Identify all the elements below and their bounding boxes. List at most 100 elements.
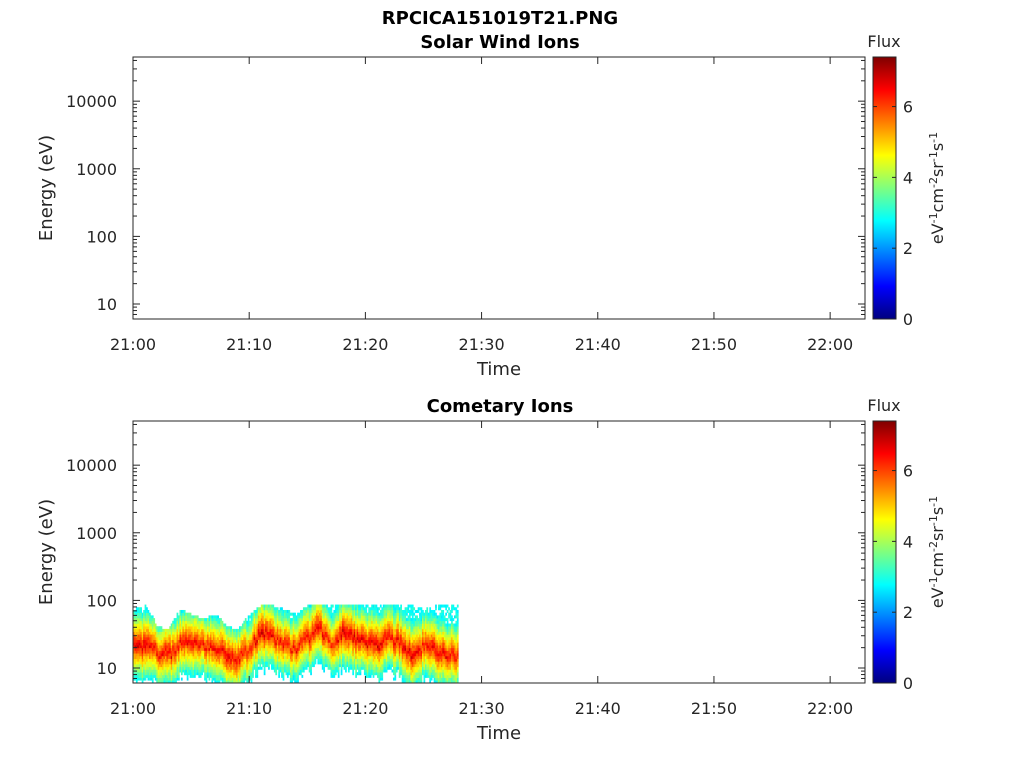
spectrogram-cell <box>243 631 246 635</box>
spectrogram-cell <box>151 677 154 681</box>
spectrogram-cell <box>138 639 141 643</box>
spectrogram-cell <box>137 626 140 630</box>
spectrogram-cell <box>385 645 388 649</box>
spectrogram-cell <box>236 666 238 670</box>
spectrogram-cell <box>292 626 295 630</box>
spectrogram-cell <box>307 658 310 662</box>
spectrogram-cell <box>135 612 138 616</box>
spectrogram-cell <box>329 607 331 611</box>
spectrogram-cell <box>298 626 301 630</box>
spectrogram-cell <box>147 666 150 670</box>
spectrogram-cell <box>227 674 230 678</box>
spectrogram-cell <box>265 661 267 665</box>
spectrogram-cell <box>289 634 292 638</box>
spectrogram-cell <box>313 664 315 668</box>
spectrogram-cell <box>422 642 424 646</box>
spectrogram-cell <box>212 672 215 676</box>
spectrogram-cell <box>302 615 305 619</box>
spectrogram-cell <box>133 645 135 649</box>
spectrogram-cell <box>350 612 353 616</box>
spectrogram-cell <box>369 612 372 616</box>
spectrogram-cell <box>340 642 343 646</box>
spectrogram-cell <box>253 661 256 665</box>
spectrogram-cell <box>212 631 215 635</box>
spectrogram-cell <box>407 680 410 684</box>
spectrogram-cell <box>140 674 143 678</box>
spectrogram-cell <box>347 642 350 646</box>
spectrogram-cell <box>154 661 157 665</box>
spectrogram-cell <box>365 655 368 659</box>
spectrogram-cell <box>234 669 237 673</box>
spectrogram-cell <box>180 623 183 627</box>
spectrogram-cell <box>331 615 334 619</box>
spectrogram-cell <box>321 664 324 668</box>
spectrogram-cell <box>255 637 257 641</box>
spectrogram-cell <box>134 647 137 651</box>
spectrogram-cell <box>345 628 347 632</box>
spectrogram-cell <box>186 661 189 665</box>
spectrogram-cell <box>330 637 333 641</box>
spectrogram-cell <box>209 626 212 630</box>
spectrogram-cell <box>419 607 421 611</box>
spectrogram-cell <box>316 639 318 643</box>
spectrogram-cell <box>404 655 407 659</box>
spectrogram-cell <box>392 626 395 630</box>
spectrogram-cell <box>153 661 156 665</box>
spectrogram-cell <box>185 672 188 676</box>
spectrogram-cell <box>220 674 222 678</box>
spectrogram-cell <box>209 620 212 624</box>
spectrogram-cell <box>285 666 288 670</box>
spectrogram-cell <box>404 637 407 641</box>
spectrogram-cell <box>417 642 420 646</box>
spectrogram-cell <box>204 661 206 665</box>
spectrogram-cell <box>355 628 357 632</box>
spectrogram-cell <box>404 674 407 678</box>
spectrogram-cell <box>224 658 227 662</box>
spectrogram-cell <box>231 642 234 646</box>
spectrogram-cell <box>318 642 321 646</box>
spectrogram-cell <box>406 620 408 624</box>
spectrogram-cell <box>316 620 318 624</box>
spectrogram-cell <box>186 647 189 651</box>
spectrogram-cell <box>252 664 254 668</box>
spectrogram-cell <box>134 653 137 657</box>
spectrogram-cell <box>316 637 318 641</box>
spectrogram-cell <box>311 650 314 654</box>
spectrogram-cell <box>301 628 304 632</box>
spectrogram-cell <box>382 664 385 668</box>
spectrogram-cell <box>166 634 169 638</box>
spectrogram-cell <box>169 642 172 646</box>
spectrogram-cell <box>230 639 233 643</box>
spectrogram-cell <box>146 615 148 619</box>
spectrogram-cell <box>404 626 407 630</box>
spectrogram-cell <box>334 631 337 635</box>
spectrogram-cell <box>384 607 387 611</box>
spectrogram-cell <box>270 618 273 622</box>
spectrogram-cell <box>314 631 317 635</box>
spectrogram-cell <box>253 612 256 616</box>
spectrogram-cell <box>230 674 233 678</box>
spectrogram-cell <box>282 669 285 673</box>
spectrogram-cell <box>414 653 417 657</box>
spectrogram-cell <box>218 645 221 649</box>
spectrogram-cell <box>239 677 241 681</box>
spectrogram-cell <box>220 655 222 659</box>
spectrogram-cell <box>397 637 400 641</box>
spectrogram-cell <box>366 642 369 646</box>
spectrogram-cell <box>423 645 426 649</box>
spectrogram-cell <box>201 618 204 622</box>
spectrogram-cell <box>339 612 341 616</box>
spectrogram-cell <box>346 645 349 649</box>
spectrogram-cell <box>316 647 318 651</box>
spectrogram-cell <box>175 669 177 673</box>
spectrogram-cell <box>246 669 249 673</box>
spectrogram-cell <box>133 609 135 613</box>
spectrogram-cell <box>392 607 395 611</box>
spectrogram-cell <box>401 650 404 654</box>
spectrogram-cell <box>337 609 340 613</box>
spectrogram-cell <box>186 650 189 654</box>
spectrogram-cell <box>231 672 234 676</box>
spectrogram-cell <box>240 631 243 635</box>
spectrogram-cell <box>295 615 298 619</box>
spectrogram-cell <box>246 674 249 678</box>
